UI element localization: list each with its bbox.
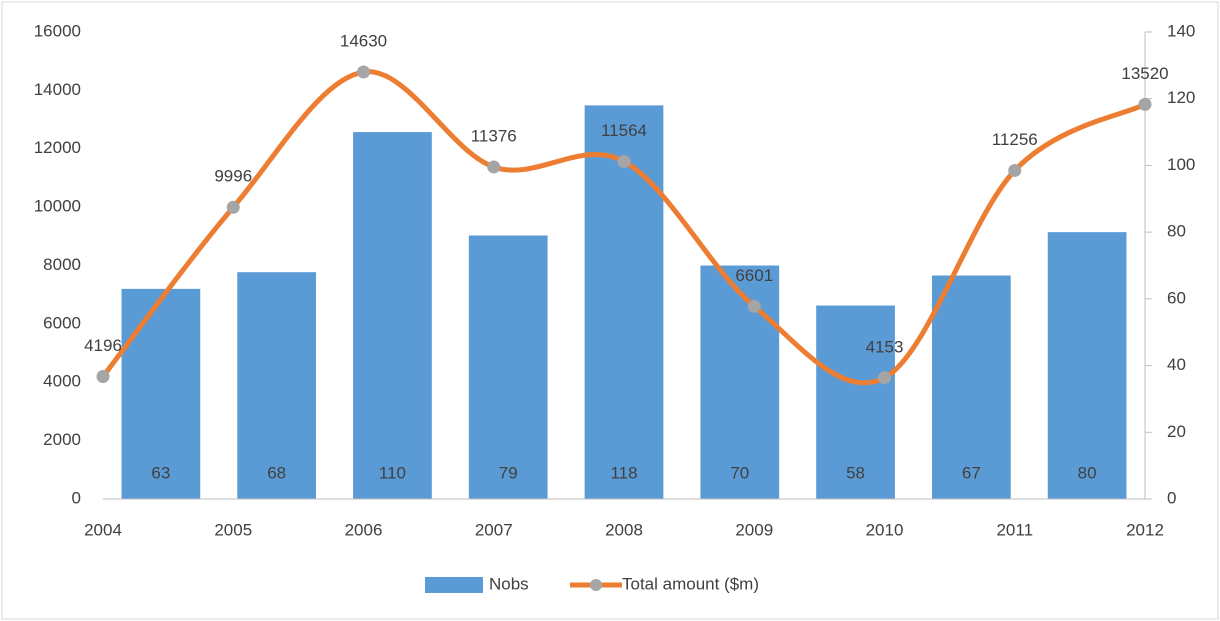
y-tick-label: 14000: [34, 80, 81, 99]
y-tick-label: 4000: [43, 372, 81, 391]
line-marker: [487, 160, 501, 174]
y-tick-label: 6000: [43, 313, 81, 332]
y2-tick-label: 100: [1167, 155, 1195, 174]
bar: [121, 288, 201, 499]
x-tick-label: 2005: [214, 520, 252, 539]
line-marker: [226, 200, 240, 214]
bar: [237, 272, 317, 499]
line-value-label: 9996: [214, 167, 252, 186]
bar: [1047, 232, 1127, 499]
line-value-label: 11564: [601, 121, 647, 140]
legend-label: Nobs: [489, 574, 529, 593]
y2-tick-label: 60: [1167, 288, 1186, 307]
y2-tick-label: 20: [1167, 422, 1186, 441]
line-value-label: 14630: [340, 31, 387, 50]
y2-tick-label: 140: [1167, 21, 1195, 40]
bar: [584, 105, 664, 499]
y-tick-label: 10000: [34, 197, 81, 216]
x-tick-label: 2008: [605, 520, 643, 539]
y2-tick-label: 120: [1167, 88, 1195, 107]
bar-value-label: 80: [1078, 463, 1097, 482]
bar-value-label: 63: [151, 463, 170, 482]
bar-value-label: 70: [730, 463, 749, 482]
x-tick-label: 2011: [996, 520, 1033, 539]
legend-marker: [590, 579, 602, 591]
bar: [700, 265, 780, 499]
bar: [816, 305, 895, 499]
line-marker: [1138, 97, 1152, 111]
line-value-label: 6601: [735, 266, 773, 285]
x-tick-label: 2004: [84, 520, 122, 539]
y2-tick-label: 80: [1167, 222, 1186, 241]
bar: [353, 132, 432, 500]
legend-swatch: [425, 577, 483, 593]
y-tick-label: 2000: [43, 430, 81, 449]
line-marker: [357, 65, 370, 79]
y-tick-label: 16000: [34, 21, 81, 40]
bar-value-label: 118: [610, 463, 637, 482]
line-value-label: 13520: [1121, 64, 1168, 83]
y2-tick-label: 0: [1167, 488, 1176, 507]
x-tick-label: 2007: [475, 520, 513, 539]
bar-value-label: 67: [962, 463, 981, 482]
line-marker: [1008, 163, 1022, 177]
bar: [468, 235, 548, 499]
y2-tick-label: 40: [1167, 355, 1186, 374]
bar: [931, 275, 1011, 499]
line-value-label: 4196: [84, 336, 122, 355]
bar-value-label: 68: [267, 463, 286, 482]
legend-label: Total amount ($m): [622, 574, 759, 593]
y-tick-label: 0: [72, 488, 81, 507]
line-value-label: 11256: [992, 130, 1038, 149]
x-tick-label: 2010: [866, 520, 904, 539]
x-tick-label: 2012: [1126, 520, 1164, 539]
line-marker: [878, 371, 891, 385]
x-tick-label: 2006: [345, 520, 383, 539]
bar-value-label: 58: [846, 463, 865, 482]
line-marker: [747, 299, 761, 313]
y-tick-label: 12000: [34, 138, 81, 157]
line-value-label: 4153: [866, 337, 904, 356]
x-tick-label: 2009: [735, 520, 773, 539]
line-marker: [617, 154, 631, 168]
bar-value-label: 110: [379, 463, 406, 482]
bar-value-label: 79: [499, 463, 518, 482]
line-value-label: 11376: [471, 126, 517, 145]
y-tick-label: 8000: [43, 255, 81, 274]
line-marker: [96, 370, 110, 384]
